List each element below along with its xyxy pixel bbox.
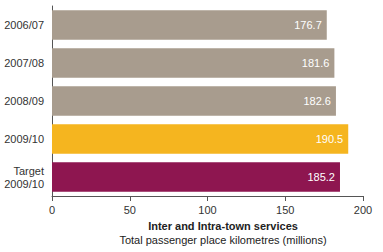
svg-text:150: 150 [276, 204, 294, 216]
svg-text:Target: Target [13, 165, 44, 177]
svg-text:182.6: 182.6 [303, 95, 331, 107]
svg-text:2009/10: 2009/10 [4, 133, 44, 145]
svg-text:2006/07: 2006/07 [4, 19, 44, 31]
svg-text:181.6: 181.6 [302, 57, 330, 69]
svg-text:50: 50 [124, 204, 136, 216]
svg-text:2008/09: 2008/09 [4, 95, 44, 107]
svg-text:190.5: 190.5 [316, 133, 344, 145]
svg-text:Inter and Intra-town services: Inter and Intra-town services [148, 220, 298, 232]
svg-text:Total passenger place kilometr: Total passenger place kilometres (millio… [119, 234, 326, 246]
svg-text:176.7: 176.7 [294, 19, 322, 31]
svg-text:0: 0 [49, 204, 55, 216]
svg-text:100: 100 [198, 204, 216, 216]
svg-text:200: 200 [354, 204, 372, 216]
svg-text:185.2: 185.2 [307, 171, 335, 183]
svg-text:2007/08: 2007/08 [4, 57, 44, 69]
svg-text:2009/10: 2009/10 [4, 178, 44, 190]
